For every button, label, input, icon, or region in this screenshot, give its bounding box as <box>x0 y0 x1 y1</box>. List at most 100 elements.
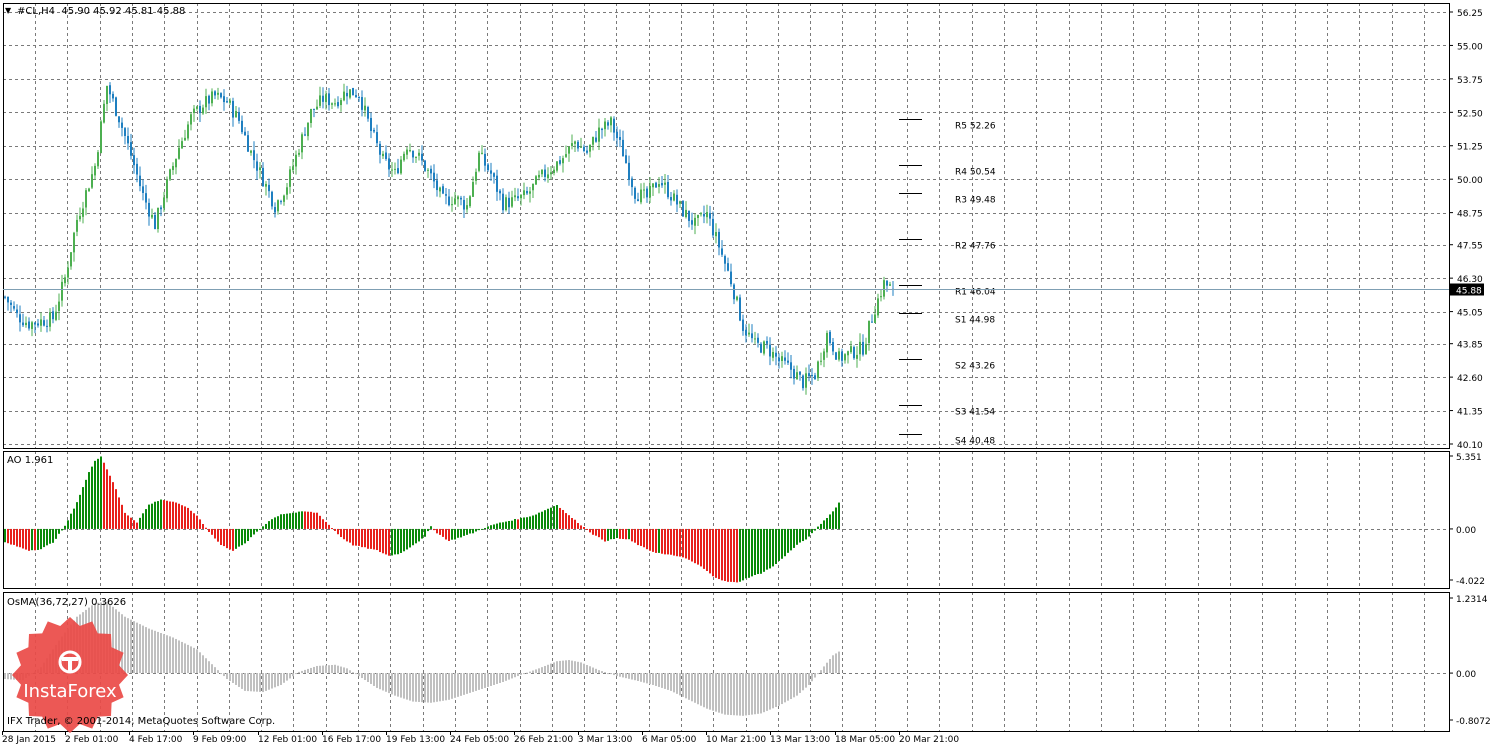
ao-bar <box>772 528 774 567</box>
ao-bar <box>733 528 735 583</box>
price-candle <box>442 183 444 195</box>
osma-bar <box>751 673 753 715</box>
price-candle <box>262 162 264 187</box>
osma-bar <box>823 666 825 674</box>
price-candle <box>19 305 21 332</box>
ao-bar <box>301 511 303 529</box>
ao-bar <box>547 508 549 529</box>
osma-bar <box>739 673 741 716</box>
price-candle <box>163 191 165 212</box>
osma-bar <box>196 649 198 674</box>
osma-bar <box>277 673 279 687</box>
ao-bar <box>250 528 252 538</box>
osma-bar <box>616 673 618 677</box>
price-candle <box>829 330 831 346</box>
price-candle <box>268 178 270 198</box>
osma-bar <box>205 658 207 674</box>
price-candle <box>700 211 702 217</box>
time-tick-label: 26 Feb 21:00 <box>514 735 573 745</box>
price-candle <box>490 162 492 181</box>
osma-bar <box>661 673 663 688</box>
ao-bar <box>781 528 783 559</box>
ao-bar <box>94 460 96 529</box>
time-tick-label: 20 Mar 21:00 <box>899 735 959 745</box>
price-candle <box>559 156 561 166</box>
ao-bar <box>631 528 633 542</box>
price-candle <box>127 127 129 150</box>
osma-bar <box>712 673 714 711</box>
osma-bar <box>493 673 495 685</box>
price-candle <box>187 121 189 141</box>
time-tick-label: 28 Jan 2015 <box>2 735 56 745</box>
osma-bar <box>715 673 717 712</box>
osma-bar <box>637 673 639 682</box>
price-candle <box>313 108 315 118</box>
price-candle <box>103 100 105 124</box>
price-candle <box>115 96 117 117</box>
osma-bar <box>427 673 429 703</box>
ao-bar <box>385 528 387 555</box>
price-candle <box>229 98 231 106</box>
osma-bar <box>301 670 303 674</box>
ao-bar <box>409 528 411 548</box>
osma-bar <box>319 665 321 674</box>
ao-bar <box>235 528 237 549</box>
ao-bar <box>100 456 102 529</box>
price-candle <box>544 164 546 182</box>
time-tick-label: 18 Mar 05:00 <box>835 735 895 745</box>
price-candle <box>433 164 435 189</box>
ao-bar <box>211 528 213 535</box>
price-candle <box>535 175 537 185</box>
symbol-dropdown-icon[interactable]: ▼ <box>5 6 12 15</box>
ao-bar <box>394 528 396 555</box>
price-candle <box>688 210 690 228</box>
price-candle <box>310 108 312 128</box>
ao-bar <box>256 528 258 532</box>
price-candle <box>349 89 351 100</box>
price-candle <box>436 173 438 197</box>
osma-bar <box>370 673 372 684</box>
ao-bar <box>199 519 201 529</box>
osma-bar <box>730 673 732 716</box>
price-candle <box>553 166 555 176</box>
price-candle <box>91 166 93 189</box>
ao-bar <box>274 517 276 529</box>
osma-bar <box>466 673 468 694</box>
osma-bar <box>187 644 189 674</box>
price-candle <box>175 158 177 175</box>
price-candle <box>391 162 393 177</box>
price-candle <box>37 319 39 328</box>
ao-bar <box>586 528 588 530</box>
osma-bar <box>736 673 738 716</box>
price-candle <box>877 293 879 318</box>
osma-bar <box>460 673 462 696</box>
price-candle <box>430 165 432 180</box>
ao-bar <box>508 520 510 529</box>
price-candle <box>337 96 339 109</box>
ao-bar <box>676 528 678 557</box>
price-tick-label: 43.85 <box>1457 341 1483 351</box>
ao-bar <box>490 525 492 529</box>
ao-bar <box>184 506 186 529</box>
ao-bar <box>520 517 522 529</box>
price-candle <box>598 118 600 150</box>
price-candle <box>586 145 588 155</box>
ao-bar <box>364 528 366 548</box>
ao-bar <box>742 528 744 581</box>
osma-bar <box>586 664 588 674</box>
osma-bar <box>457 673 459 697</box>
ao-bar <box>268 521 270 529</box>
ao-bar <box>196 515 198 529</box>
price-candle <box>250 149 252 156</box>
symbol-header: #CL,H4 45.90 45.92 45.81 45.88 <box>17 6 185 17</box>
ao-bar <box>697 528 699 565</box>
price-candle <box>754 331 756 344</box>
ao-bar <box>202 524 204 529</box>
ao-bar <box>439 528 441 535</box>
osma-bar <box>805 673 807 688</box>
price-candle <box>649 177 651 204</box>
ao-bar <box>796 528 798 545</box>
price-candle <box>466 197 468 213</box>
time-tick-label: 3 Mar 13:00 <box>578 735 633 745</box>
price-candle <box>199 100 201 123</box>
